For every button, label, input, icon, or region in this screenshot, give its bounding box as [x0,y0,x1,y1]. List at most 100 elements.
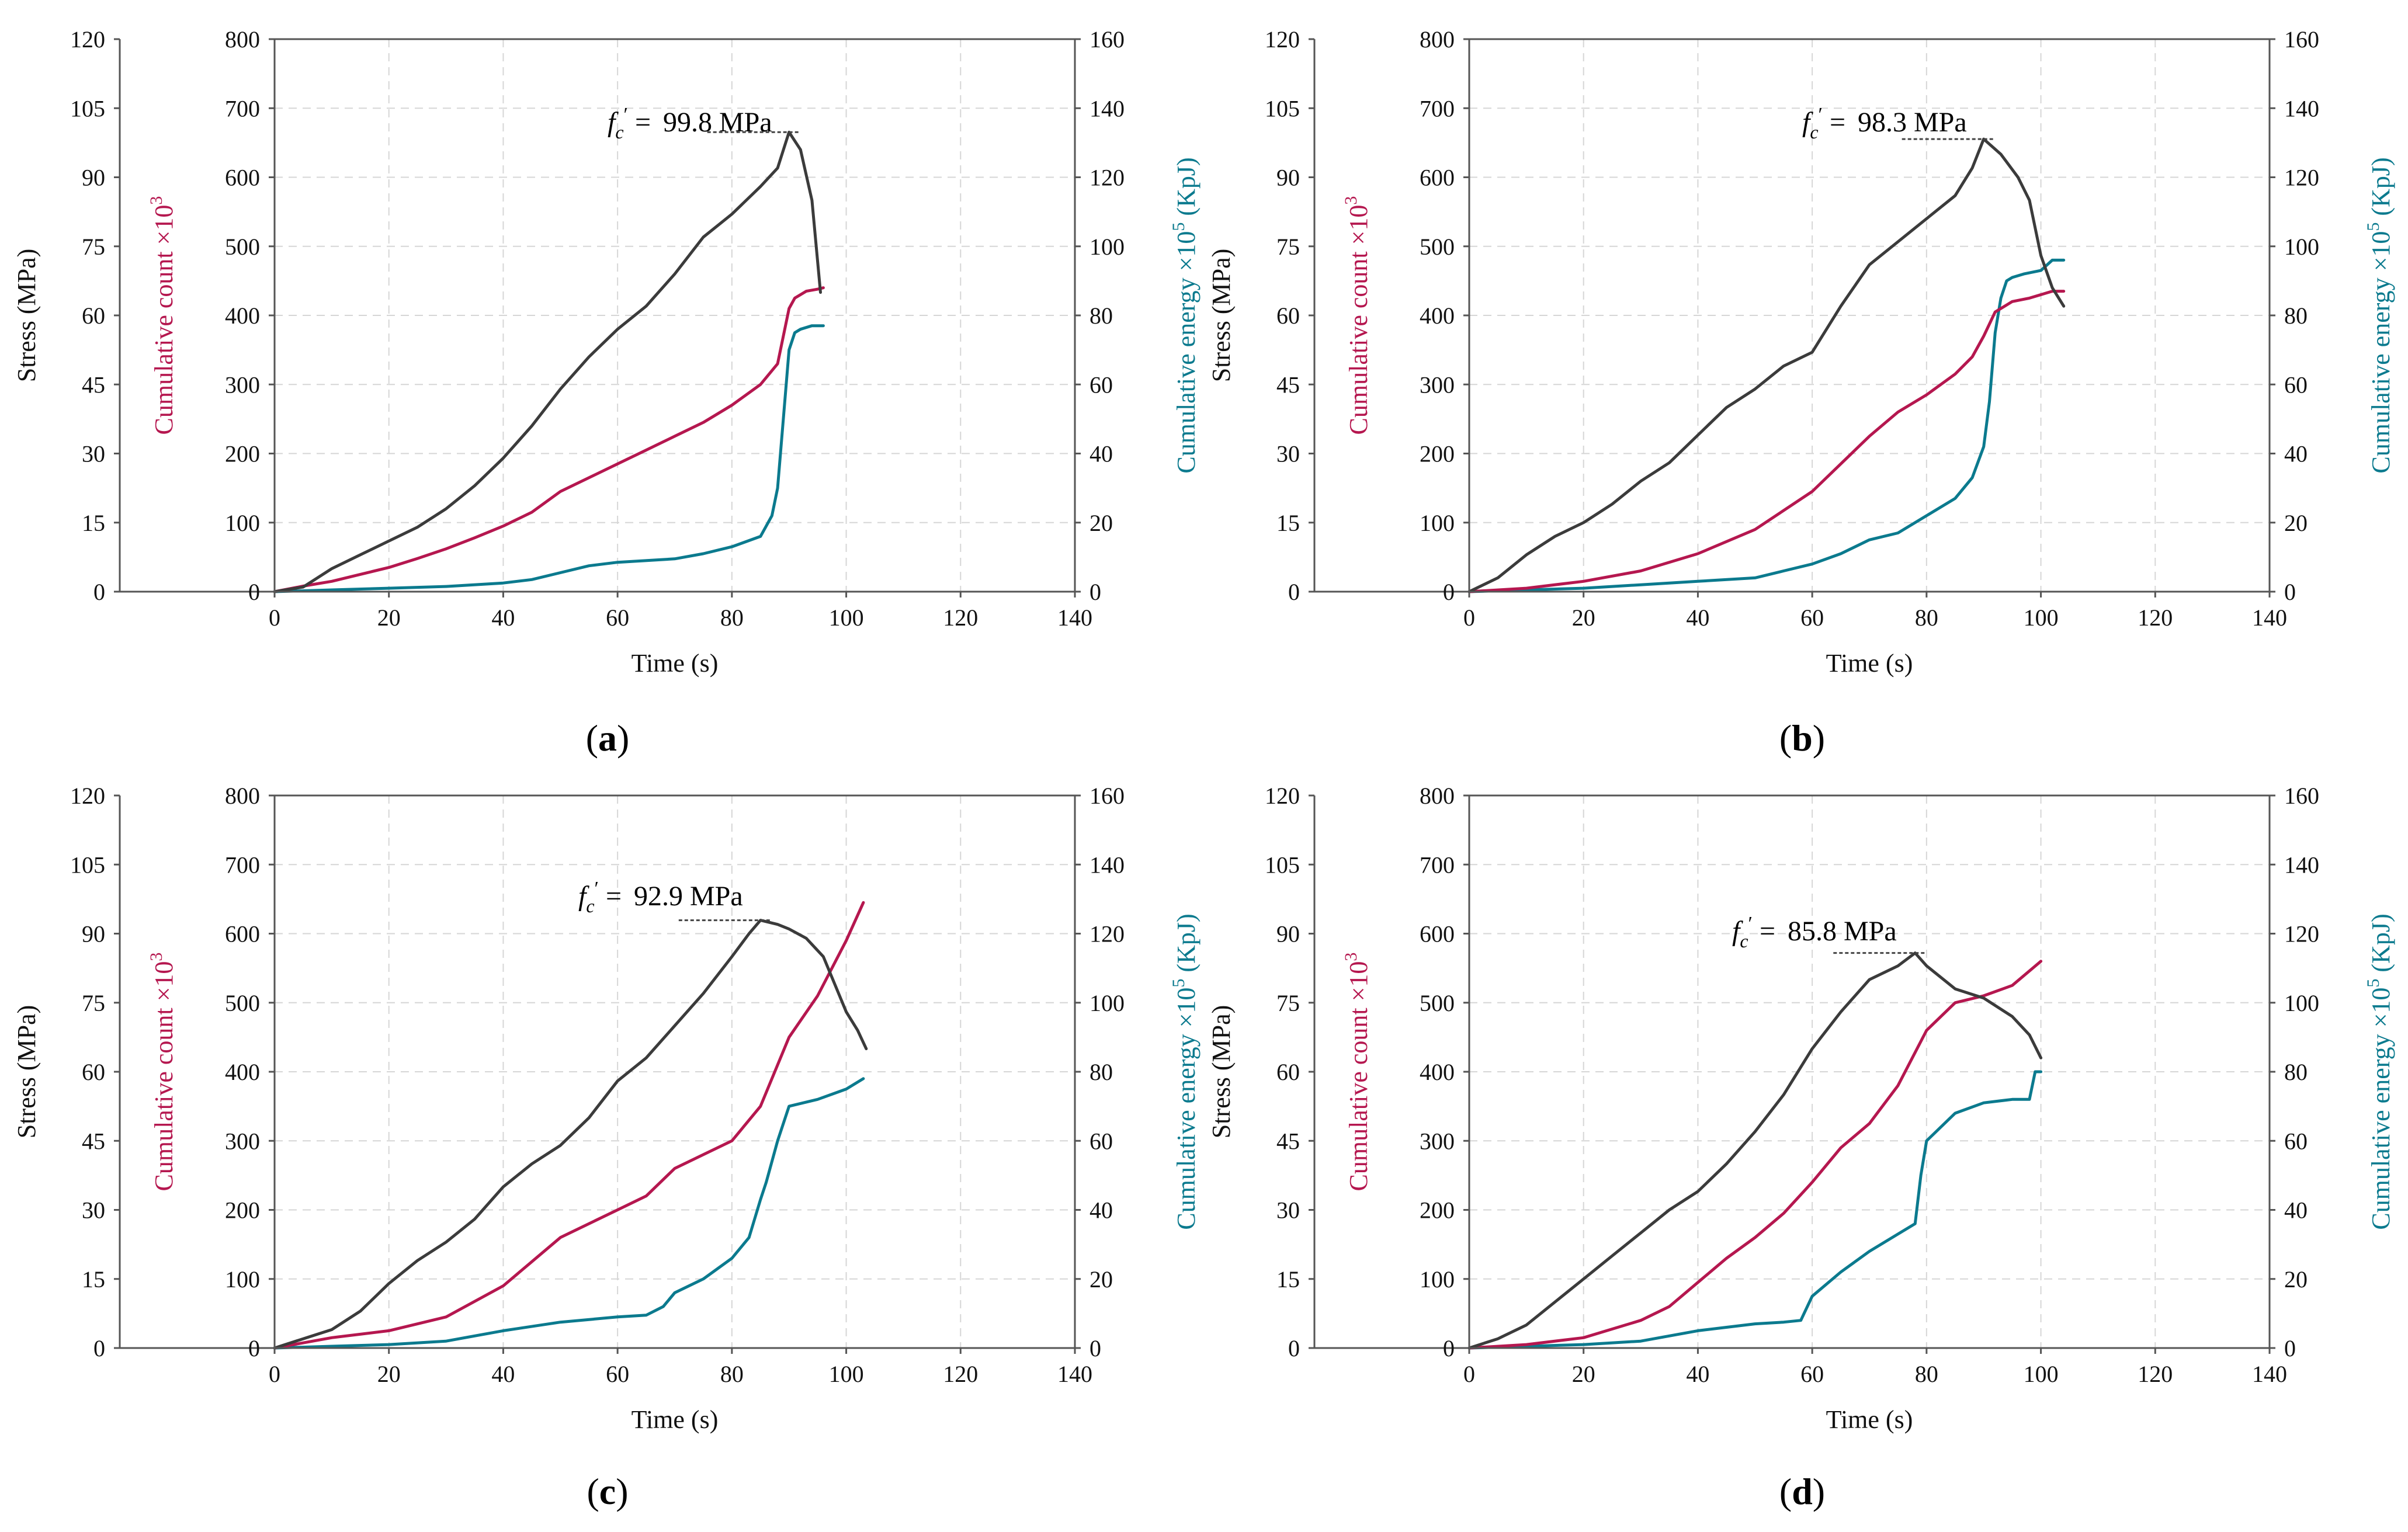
energy-tick-label: 100 [2284,234,2319,260]
grid-b [1469,39,2270,592]
peak-value-label: 98.3 MPa [1858,107,1967,138]
energy-axis-label-exp: 5 [1169,223,1188,231]
series-line-energy [1467,1070,2043,1350]
count-tick-label: 400 [225,303,260,329]
stress-tick-label: 90 [82,165,105,191]
peak-annotation: fc′ = 99.8 MPa [608,104,801,143]
x-tick-label: 60 [606,1361,629,1387]
count-tick-label: 300 [1420,371,1455,398]
series-line-count [1467,960,2043,1350]
count-tick-label: 600 [225,921,260,947]
x-tick-label: 120 [2138,605,2173,631]
stress-axis-label: Stress (MPa) [1207,1005,1236,1139]
count-tick-label: 200 [225,1197,260,1224]
count-tick-label: 100 [1420,510,1455,536]
count-tick-label: 500 [225,990,260,1016]
grid-c [275,795,1075,1348]
count-tick-label: 800 [1420,26,1455,53]
count-axis-label: Cumulative count ×103 [1341,196,1373,435]
x-tick-label: 100 [2024,1361,2059,1387]
energy-tick-label: 40 [1090,1197,1113,1224]
stress-tick-label: 30 [1276,1197,1300,1224]
count-tick-label: 700 [1420,852,1455,878]
energy-axis-label-text: Cumulative energy ×10 [1172,988,1200,1230]
stress-tick-label: 15 [1276,1266,1300,1293]
stress-tick-label: 15 [1276,510,1300,536]
energy-tick-label: 120 [2284,921,2319,947]
energy-tick-label: 160 [1090,26,1125,53]
energy-tick-label: 160 [2284,783,2319,809]
count-tick-label: 200 [1420,441,1455,467]
panel-label-b: (b) [1779,717,1825,759]
count-tick-label: 800 [225,26,260,53]
count-axis-label-text: Cumulative count ×10 [150,205,178,435]
x-tick-label: 140 [1057,605,1092,631]
energy-tick-label: 0 [1090,1335,1101,1361]
stress-tick-label: 105 [70,852,105,878]
x-tick-label: 80 [720,605,744,631]
energy-axis-label: Cumulative energy ×105 (KpJ) [2364,913,2395,1229]
x-axis-label: Time (s) [1826,1405,1913,1434]
count-axis-label-exp: 3 [147,953,166,961]
x-tick-label: 0 [1463,605,1475,631]
stress-tick-label: 0 [93,579,105,605]
energy-tick-label: 40 [2284,1197,2308,1224]
x-tick-label: 80 [1915,605,1938,631]
energy-axis-label-exp: 5 [1169,979,1188,988]
stress-tick-label: 75 [82,990,105,1016]
stress-tick-label: 105 [1265,95,1300,121]
series-layer-b [1467,137,2066,593]
energy-tick-label: 100 [1090,234,1125,260]
peak-value-label: 99.8 MPa [663,107,772,138]
peak-annotation: fc′ = 92.9 MPa [578,878,772,922]
energy-tick-label: 140 [2284,95,2319,121]
panel-b: 0 20 40 60 80 100 120 1400153045607590105120010… [1207,26,2395,759]
count-tick-label: 600 [1420,165,1455,191]
energy-tick-label: 100 [2284,990,2319,1016]
stress-tick-label: 90 [1276,165,1300,191]
count-axis-label-exp: 3 [1341,196,1361,205]
stress-tick-label: 0 [93,1335,105,1361]
stress-tick-label: 75 [1276,234,1300,260]
series-line-stress [273,919,868,1350]
stress-tick-label: 60 [82,303,105,329]
series-line-stress [1467,951,2043,1350]
ticks-b: 0 20 40 60 80 100 120 1400153045607590105120010… [1265,26,2319,631]
x-tick-label: 140 [2252,1361,2287,1387]
panel-d: 0 20 40 60 80 100 120 1400153045607590105120010… [1207,783,2395,1512]
stress-tick-label: 30 [1276,441,1300,467]
x-tick-label: 40 [491,1361,515,1387]
x-tick-label: 120 [2138,1361,2173,1387]
x-axis-label: Time (s) [1826,649,1913,678]
peak-value-label: 92.9 MPa [634,881,743,912]
series-line-stress [273,130,822,593]
stress-tick-label: 105 [70,95,105,121]
count-tick-label: 0 [1443,579,1455,605]
count-tick-label: 400 [225,1059,260,1085]
count-tick-label: 700 [1420,95,1455,121]
series-line-count [1467,290,2066,593]
count-tick-label: 300 [225,371,260,398]
energy-tick-label: 140 [1090,852,1125,878]
energy-axis-label-unit: (KpJ) [2367,913,2395,978]
x-tick-label: 120 [943,1361,978,1387]
energy-axis-label: Cumulative energy ×105 (KpJ) [1169,913,1200,1229]
stress-tick-label: 120 [70,783,105,809]
energy-tick-label: 0 [2284,579,2296,605]
stress-tick-label: 0 [1288,1335,1300,1361]
peak-value-label: 85.8 MPa [1788,916,1897,947]
x-axis-label: Time (s) [632,1405,719,1434]
energy-axis-label: Cumulative energy ×105 (KpJ) [1169,157,1200,473]
count-tick-label: 100 [1420,1266,1455,1293]
energy-axis-label-exp: 5 [2364,223,2383,231]
energy-axis-label: Cumulative energy ×105 (KpJ) [2364,157,2395,473]
count-axis-label-text: Cumulative count ×10 [1344,205,1373,435]
count-tick-label: 0 [248,1335,260,1361]
count-axis-label-text: Cumulative count ×10 [150,961,178,1191]
count-tick-label: 500 [225,234,260,260]
stress-tick-label: 45 [82,371,105,398]
energy-tick-label: 40 [1090,441,1113,467]
stress-tick-label: 75 [1276,990,1300,1016]
stress-tick-label: 105 [1265,852,1300,878]
ticks-a: 0 20 40 60 80 100 120 1400153045607590105120010… [70,26,1125,631]
